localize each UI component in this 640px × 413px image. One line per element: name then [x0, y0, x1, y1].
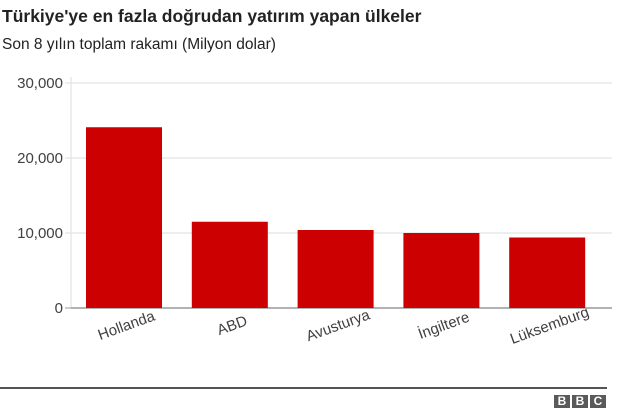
- footer-divider: [0, 387, 607, 389]
- chart-title: Türkiye'ye en fazla doğrudan yatırım yap…: [2, 6, 422, 26]
- x-tick-label: ABD: [215, 312, 250, 339]
- x-tick-label: Hollanda: [96, 307, 158, 343]
- bars: [86, 127, 586, 308]
- y-tick-label: 20,000: [17, 150, 63, 167]
- y-tick-label: 30,000: [17, 75, 63, 92]
- bbc-logo-letter: B: [572, 395, 588, 408]
- bar: [509, 237, 586, 308]
- x-tick-label: Avusturya: [304, 306, 373, 345]
- bar: [297, 230, 374, 308]
- x-axis-labels: Hollanda ABD Avusturya İngiltere Lüksemburg: [96, 304, 592, 348]
- bar: [403, 233, 480, 308]
- bbc-logo-letter: B: [554, 395, 570, 408]
- x-tick-label: İngiltere: [416, 308, 472, 343]
- bbc-logo: B B C: [554, 395, 606, 408]
- y-tick-label: 10,000: [17, 225, 63, 242]
- bar: [86, 127, 162, 308]
- bbc-logo-letter: C: [590, 395, 606, 408]
- y-axis-ticks: 0 10,000 20,000 30,000: [17, 75, 63, 317]
- chart-subtitle: Son 8 yılın toplam rakamı (Milyon dolar): [2, 36, 276, 53]
- bar-chart: 0 10,000 20,000 30,000 Hollanda ABD Avusturya…: [17, 75, 612, 348]
- y-tick-label: 0: [55, 300, 63, 317]
- bar: [191, 221, 268, 308]
- x-tick-label: Lüksemburg: [508, 304, 591, 348]
